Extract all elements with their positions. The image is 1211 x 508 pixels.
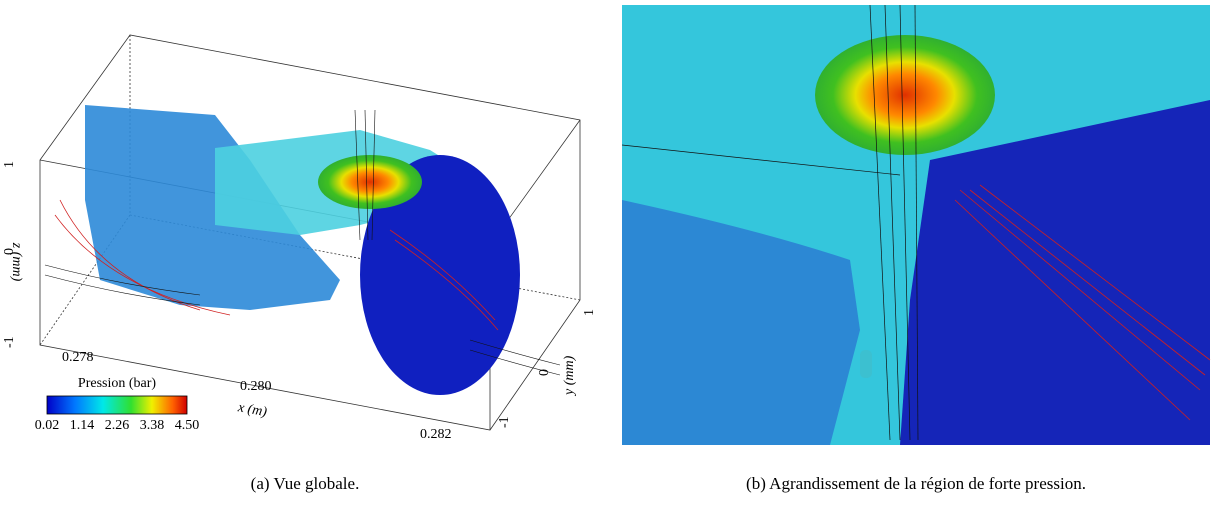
pressure-peak	[318, 155, 422, 209]
panel-a: 0.278 0.280 0.282 x (m) -1 0 1 y (mm) -1…	[2, 34, 597, 493]
z-tick: 1	[2, 161, 17, 168]
colorbar-tick: 3.38	[140, 418, 165, 433]
iso-surface	[85, 105, 340, 310]
colorbar-title: Pression (bar)	[78, 376, 156, 391]
colorbar-tick: 4.50	[175, 418, 200, 433]
caption: (b) Agrandissement de la région de forte…	[746, 474, 1086, 493]
z-tick: -1	[2, 336, 17, 348]
iso-surface-blue	[360, 155, 520, 395]
caption: (a) Vue globale.	[251, 474, 360, 493]
colorbar-tick: 1.14	[70, 418, 95, 433]
y-tick: 1	[582, 309, 597, 316]
y-axis-label: y (mm)	[562, 355, 577, 397]
iso-surface	[622, 200, 860, 445]
y-tick: -1	[497, 416, 512, 428]
x-tick: 0.282	[420, 427, 452, 442]
panel-b: (b) Agrandissement de la région de forte…	[621, 4, 1211, 493]
colorbar-tick: 2.26	[105, 418, 130, 433]
x-axis-label: x (m)	[236, 400, 269, 420]
streamlines	[621, 4, 919, 441]
streamlines	[44, 109, 561, 376]
colorbar	[46, 395, 188, 415]
y-tick: 0	[537, 369, 552, 376]
pressure-peak	[815, 35, 995, 155]
streamlines	[954, 184, 1211, 421]
colorbar-tick: 0.02	[35, 418, 60, 433]
z-tick: 0	[2, 248, 17, 255]
streamlines	[54, 199, 499, 331]
x-tick: 0.280	[240, 379, 272, 394]
z-axis-label: z (mm)	[9, 242, 24, 282]
x-tick: 0.278	[62, 350, 94, 365]
iso-surface-blue	[900, 100, 1210, 445]
fragment	[860, 350, 872, 378]
